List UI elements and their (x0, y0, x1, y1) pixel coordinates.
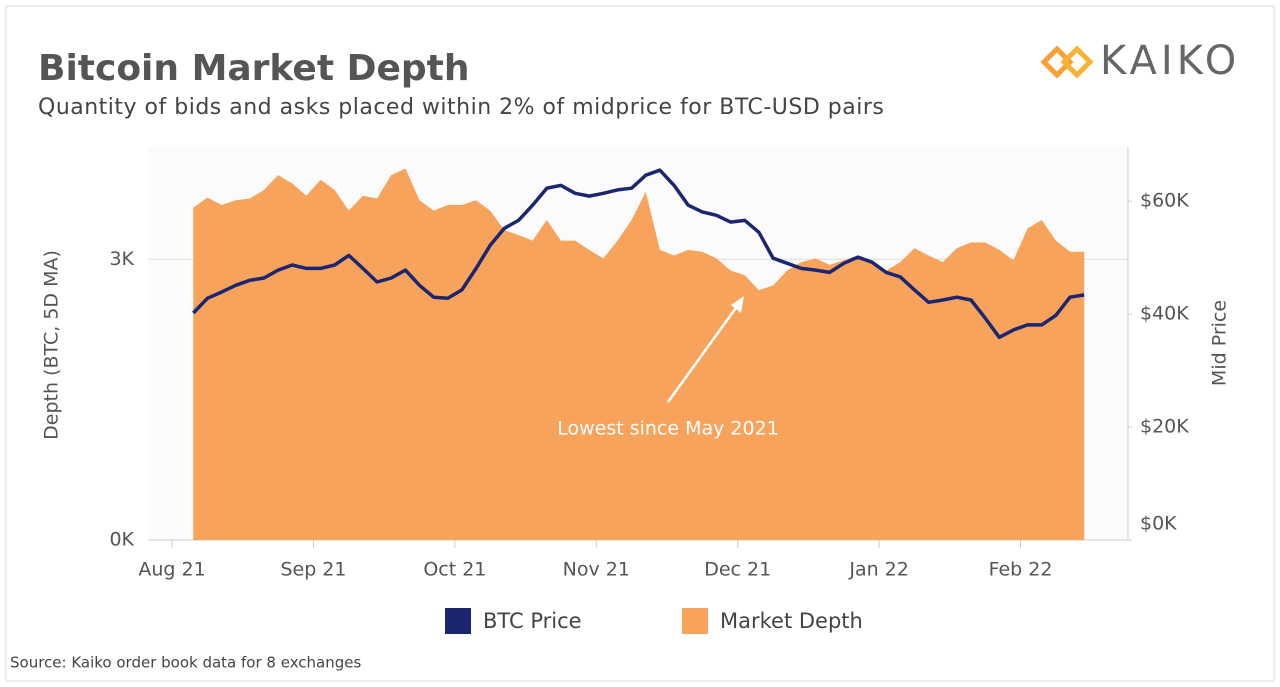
brand-logo: KAIKO (1100, 38, 1240, 84)
x-tick-label: Nov 21 (563, 559, 630, 581)
annotation: Lowest since May 2021 (557, 418, 779, 440)
y2-tick-label: $20K (1140, 416, 1189, 438)
x-tick-label: Dec 21 (704, 559, 771, 581)
x-tick-label: Sep 21 (280, 559, 346, 581)
x-tick-label: Aug 21 (138, 559, 205, 581)
annotation-arrowhead (731, 296, 744, 313)
y2-tick-label: $60K (1140, 190, 1189, 212)
y-tick-label: 3K (109, 248, 134, 270)
legend-swatch (682, 608, 708, 634)
y-tick-label: 0K (109, 529, 134, 551)
price-line (192, 168, 1085, 340)
source-note: Source: Kaiko order book data for 8 exch… (10, 654, 362, 672)
chart-title: Bitcoin Market Depth (38, 48, 469, 89)
logo-icon (1040, 45, 1094, 79)
y2-tick-label: $0K (1140, 513, 1177, 535)
legend-label: Market Depth (720, 609, 863, 633)
legend-label: BTC Price (483, 609, 582, 633)
depth-area (193, 168, 1085, 540)
y2-tick-label: $40K (1140, 303, 1189, 325)
frame (5, 5, 1275, 682)
plot-area: 0K 3K $0K $20K $40K $60K Aug 21 Sep 21 Oct 21 Nov… (109, 147, 1189, 581)
chart-subtitle: Quantity of bids and asks placed within … (38, 95, 884, 120)
annotation-arrow (666, 304, 740, 403)
legend-swatch (445, 608, 471, 634)
x-tick-label: Oct 21 (423, 559, 486, 581)
y2-axis-title: Mid Price (1209, 300, 1231, 386)
y-axis-title: Depth (BTC, 5D MA) (41, 250, 63, 440)
overlay: Lowest since May 2021 (557, 296, 779, 440)
x-tick-label: Jan 22 (848, 559, 909, 581)
x-tick-label: Feb 22 (989, 559, 1053, 581)
